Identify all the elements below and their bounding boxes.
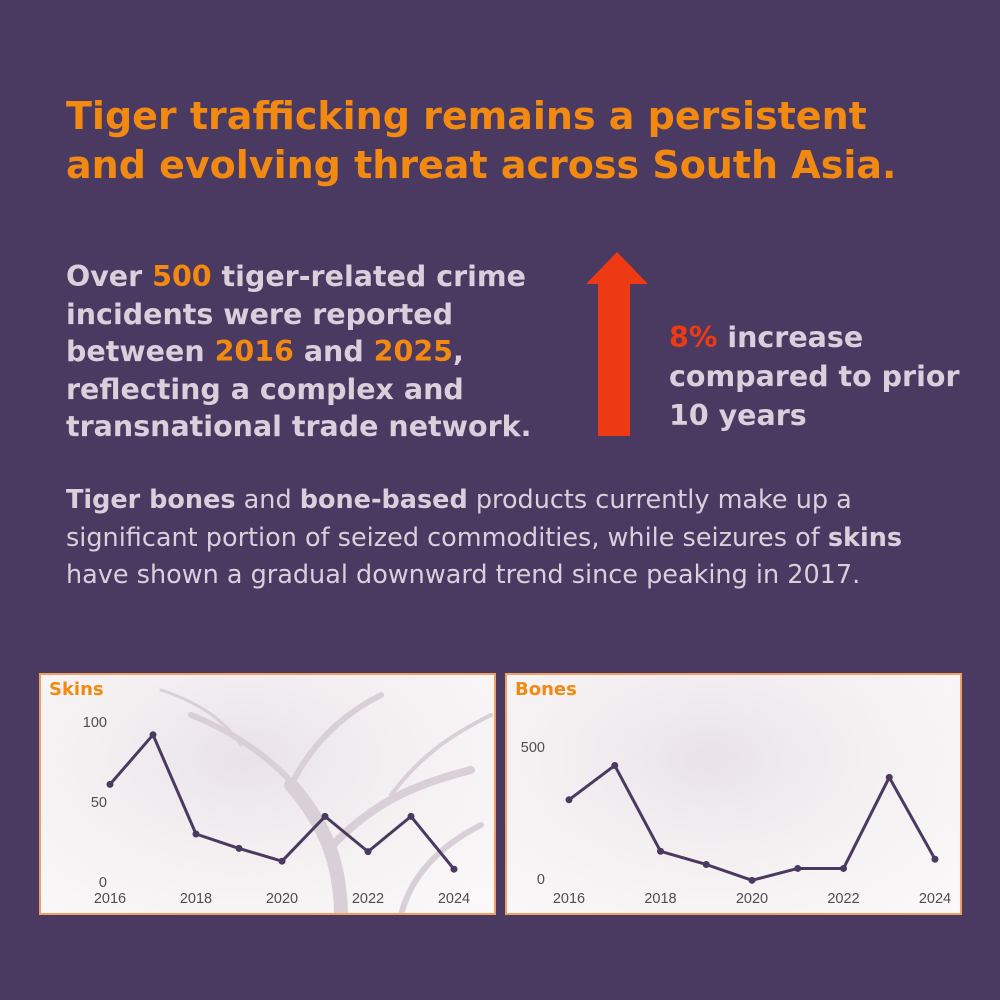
bones-x-tick-2022: 2022 (827, 891, 859, 907)
increase-percent: 8% (669, 321, 718, 354)
bones-point-2021 (794, 864, 802, 872)
stat-text-mid2: and (293, 335, 374, 368)
bones-point-2018 (657, 847, 664, 855)
skins-point-2023 (407, 812, 415, 820)
bones-point-2024 (931, 855, 939, 863)
skins-point-2021 (321, 812, 329, 820)
bones-y-tick-0: 0 (537, 872, 545, 888)
skins-point-2020 (278, 857, 286, 865)
stat-text-pre: Over (66, 260, 153, 293)
skins-series-line (108, 733, 456, 871)
skins-point-2016 (106, 780, 114, 788)
skins-point-2019 (235, 844, 243, 852)
skins-chart: 2016 2018 2020 2022 2024 0 50 100 Skins (39, 673, 496, 915)
tree-silhouette (159, 688, 493, 913)
bones-point-2022 (840, 864, 847, 872)
bones-point-2023 (885, 773, 893, 781)
stat-year-end: 2025 (373, 335, 453, 368)
desc-bold-1: Tiger bones (66, 485, 236, 515)
skins-point-2022 (364, 848, 372, 856)
up-arrow-icon (586, 252, 648, 436)
bones-series-line (568, 763, 937, 882)
desc-bold-2: bone-based (299, 485, 468, 515)
bones-point-2020 (748, 876, 756, 884)
skins-y-tick-100: 100 (83, 715, 107, 731)
skins-point-2018 (192, 830, 200, 838)
headline: Tiger trafficking remains a persistent a… (66, 94, 897, 187)
bones-chart-svg: 2016 2018 2020 2022 2024 0 500 (521, 740, 951, 907)
skins-x-tick-2020: 2020 (266, 891, 298, 907)
skins-x-tick-2022: 2022 (352, 891, 384, 907)
bones-x-tick-2024: 2024 (919, 891, 951, 907)
skins-x-tick-2016: 2016 (94, 891, 126, 907)
skins-y-tick-50: 50 (91, 795, 107, 811)
skins-x-tick-2024: 2024 (438, 891, 470, 907)
stat-text-mid1: tiger-related crime incidents were repor… (66, 260, 526, 368)
increase-text: increase compared to prior 10 years (669, 321, 960, 432)
skins-chart-svg: 2016 2018 2020 2022 2024 0 50 100 (83, 688, 493, 913)
skins-point-2017 (149, 731, 157, 739)
bones-x-tick-2020: 2020 (736, 891, 768, 907)
desc-text-1: and (235, 485, 300, 515)
desc-bold-3: skins (827, 522, 903, 553)
description-paragraph: Tiger bones and bone-based products curr… (66, 482, 946, 595)
skins-chart-title: Skins (49, 679, 104, 700)
desc-text-3: have shown a gradual downward trend sinc… (66, 560, 861, 590)
bones-y-tick-500: 500 (521, 740, 545, 756)
stat-text-post: , reflecting a complex and transnational… (66, 335, 532, 443)
desc-text-2: products currently make up a significant… (66, 485, 852, 553)
increase-callout: 8% increase compared to prior 10 years (669, 318, 969, 435)
bones-point-2019 (702, 860, 710, 868)
skins-point-2024 (450, 865, 458, 873)
bones-x-tick-2016: 2016 (553, 891, 585, 907)
stat-count: 500 (152, 260, 212, 293)
skins-y-tick-0: 0 (99, 875, 107, 891)
bones-x-tick-2018: 2018 (644, 891, 676, 907)
bones-point-2017 (611, 761, 619, 769)
stat-year-start: 2016 (214, 335, 294, 368)
stat-paragraph: Over 500 tiger-related crime incidents w… (66, 258, 586, 446)
skins-x-tick-2018: 2018 (180, 891, 212, 907)
bones-chart: 2016 2018 2020 2022 2024 0 500 Bones (505, 673, 962, 915)
bones-chart-title: Bones (515, 679, 577, 700)
bones-point-2016 (565, 796, 573, 804)
